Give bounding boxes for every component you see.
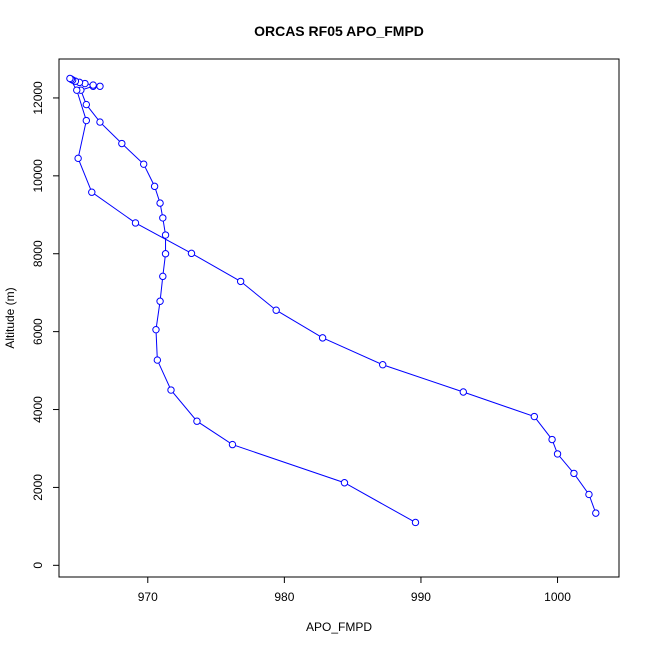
data-point bbox=[131, 219, 140, 227]
data-point bbox=[73, 86, 81, 94]
y-tick-label: 2000 bbox=[31, 474, 45, 501]
data-point bbox=[318, 334, 327, 342]
x-axis-label: APO_FMPD bbox=[306, 620, 372, 634]
y-axis-label: Altitude (m) bbox=[3, 287, 17, 348]
x-axis: 970 980 990 1000 bbox=[138, 576, 571, 604]
data-point bbox=[74, 154, 82, 163]
data-point bbox=[193, 417, 201, 425]
data-point bbox=[411, 518, 420, 527]
data-point bbox=[592, 509, 600, 517]
data-point bbox=[236, 277, 245, 286]
y-tick-label: 10000 bbox=[31, 159, 45, 193]
data-point bbox=[570, 469, 578, 478]
x-tick-label: 1000 bbox=[544, 590, 571, 604]
data-point bbox=[152, 325, 160, 334]
data-point bbox=[96, 118, 104, 126]
data-point bbox=[159, 272, 167, 281]
data-point bbox=[459, 388, 467, 396]
plot-frame bbox=[58, 58, 620, 578]
chart-title: ORCAS RF05 APO_FMPD bbox=[254, 23, 424, 39]
data-point bbox=[161, 231, 170, 239]
y-tick-label: 0 bbox=[31, 562, 45, 569]
data-point bbox=[553, 450, 562, 458]
x-tick-label: 970 bbox=[138, 590, 158, 604]
data-point bbox=[530, 412, 539, 421]
data-point bbox=[228, 440, 237, 449]
data-point bbox=[340, 479, 349, 487]
data-point bbox=[139, 160, 148, 168]
data-point bbox=[167, 386, 175, 394]
series-line bbox=[68, 77, 597, 523]
data-point bbox=[156, 297, 164, 305]
data-point bbox=[89, 81, 97, 89]
data-point bbox=[379, 361, 387, 369]
y-tick-label: 8000 bbox=[31, 240, 45, 267]
data-point bbox=[88, 188, 96, 196]
data-point bbox=[150, 182, 159, 191]
data-point bbox=[585, 490, 593, 499]
data-point bbox=[82, 100, 91, 109]
data-point bbox=[548, 435, 556, 444]
y-tick-label: 4000 bbox=[31, 396, 45, 423]
data-point bbox=[82, 116, 91, 125]
x-tick-label: 990 bbox=[411, 590, 431, 604]
y-axis: 0 2000 4000 6000 8000 10000 12000 bbox=[31, 81, 60, 569]
data-point bbox=[156, 199, 164, 207]
y-tick-label: 12000 bbox=[31, 81, 45, 115]
data-point bbox=[66, 74, 74, 83]
data-point bbox=[159, 214, 167, 222]
data-point bbox=[187, 249, 196, 258]
y-tick-label: 6000 bbox=[31, 318, 45, 345]
data-point bbox=[272, 306, 280, 314]
data-point bbox=[118, 139, 126, 148]
data-point bbox=[153, 356, 162, 364]
series-layer bbox=[66, 74, 600, 527]
x-tick-label: 980 bbox=[274, 590, 294, 604]
data-point bbox=[161, 250, 170, 258]
data-point bbox=[96, 82, 104, 90]
